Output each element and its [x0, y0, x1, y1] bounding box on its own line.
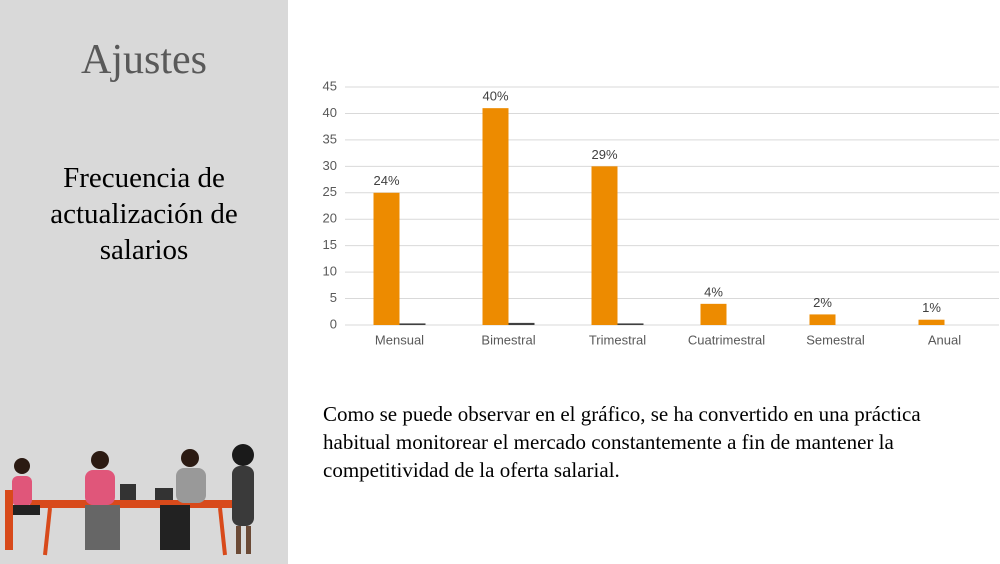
- body-text: Como se puede observar en el gráfico, se…: [323, 402, 921, 482]
- y-tick-label: 5: [330, 290, 337, 305]
- data-label: 40%: [482, 89, 508, 104]
- bar: [617, 323, 644, 325]
- data-label: 4%: [704, 284, 723, 299]
- y-tick-label: 10: [323, 264, 337, 279]
- x-tick-label: Mensual: [375, 332, 424, 347]
- y-tick-label: 45: [323, 78, 337, 93]
- y-tick-label: 30: [323, 158, 337, 173]
- data-label: 1%: [922, 300, 941, 315]
- y-tick-label: 35: [323, 131, 337, 146]
- y-tick-label: 15: [323, 237, 337, 252]
- data-label: 2%: [813, 295, 832, 310]
- bar: [700, 303, 727, 325]
- x-tick-label: Trimestral: [589, 332, 646, 347]
- y-tick-label: 40: [323, 105, 337, 120]
- data-label: 24%: [373, 173, 399, 188]
- y-tick-label: 25: [323, 184, 337, 199]
- y-tick-label: 0: [330, 316, 337, 331]
- chart: 0 5 10 15 20 25 30 35 40 45 Mensual 24% Bimestral 40%…: [323, 78, 999, 347]
- bar: [373, 192, 400, 325]
- x-tick-label: Anual: [928, 332, 961, 347]
- y-tick-label: 20: [323, 211, 337, 226]
- data-label: 29%: [591, 147, 617, 162]
- bar: [508, 322, 535, 325]
- sidebar-title: Ajustes: [81, 37, 207, 83]
- x-tick-label: Bimestral: [481, 332, 535, 347]
- sidebar: Ajustes Frecuencia de actualización de s…: [0, 0, 288, 564]
- illustration: [5, 444, 254, 556]
- sidebar-subtitle: Frecuencia de actualización de salarios: [50, 162, 238, 266]
- x-tick-label: Semestral: [806, 332, 865, 347]
- bar: [591, 166, 618, 325]
- bar: [399, 323, 426, 325]
- x-tick-label: Cuatrimestral: [688, 332, 765, 347]
- bar: [918, 319, 945, 325]
- bar: [809, 314, 836, 325]
- bar: [482, 108, 509, 326]
